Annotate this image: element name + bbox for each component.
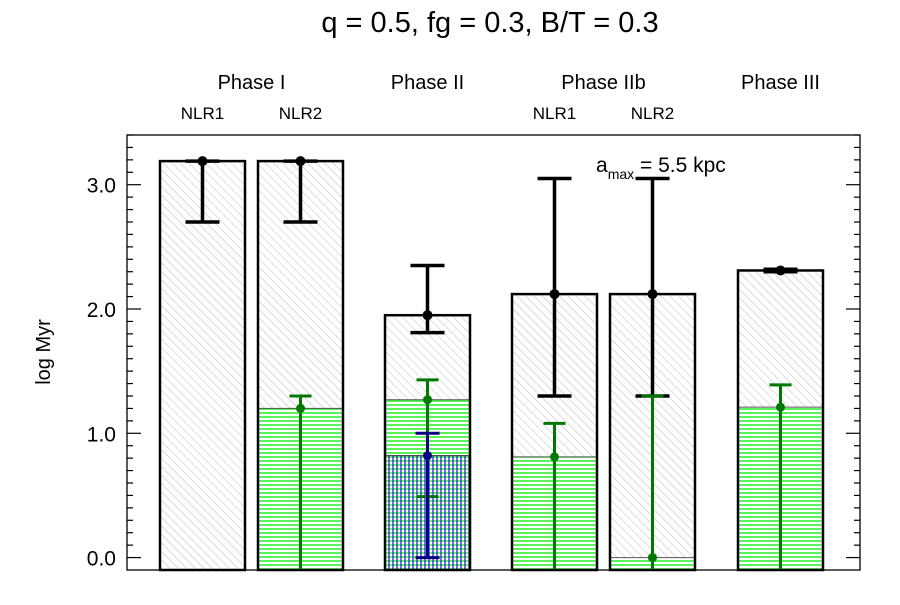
sub-label: NLR2 — [631, 104, 674, 123]
total-error-point — [549, 289, 560, 300]
y-tick-label: 3.0 — [87, 175, 116, 198]
total-error-point — [647, 289, 658, 300]
chart-title: q = 0.5, fg = 0.3, B/T = 0.3 — [321, 7, 658, 39]
green-error-point — [296, 403, 305, 413]
total-error-point — [775, 265, 786, 276]
green-error-point — [550, 452, 559, 462]
annotation-sub: max — [608, 166, 634, 182]
y-tick-label: 0.0 — [87, 548, 116, 571]
blue-error-point — [423, 451, 432, 461]
total-error-point — [295, 156, 306, 167]
green-error-point — [648, 553, 657, 563]
phase-label: Phase IIb — [561, 72, 646, 94]
annotation-rest: = 5.5 kpc — [634, 154, 726, 177]
annotation-base: a — [596, 154, 608, 177]
green-error-point — [423, 395, 432, 405]
phase-label: Phase III — [741, 72, 820, 94]
y-tick-label: 1.0 — [87, 423, 116, 446]
sub-label: NLR1 — [181, 104, 224, 123]
bar-total — [160, 161, 245, 570]
phase-label: Phase II — [391, 72, 464, 94]
plot-frame — [126, 134, 861, 571]
green-error-point — [776, 402, 785, 412]
sub-label: NLR1 — [533, 104, 576, 123]
total-error-point — [422, 310, 433, 321]
annotation-amax: amax = 5.5 kpc — [596, 154, 726, 182]
total-error-point — [197, 156, 208, 167]
y-tick-label: 2.0 — [87, 299, 116, 322]
y-axis-label: log Myr — [33, 319, 55, 385]
sub-label: NLR2 — [279, 104, 322, 123]
phase-label: Phase I — [218, 72, 286, 94]
